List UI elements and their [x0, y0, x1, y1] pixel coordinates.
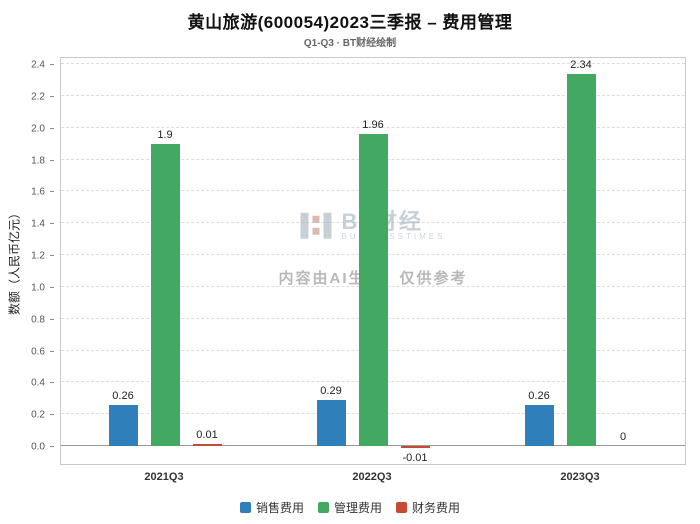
bt-logo-icon [300, 212, 332, 239]
y-tick-label: 1.6 [31, 186, 45, 198]
gridline [61, 126, 685, 128]
y-tick-mark [50, 350, 54, 352]
bar-value-label: 2.34 [570, 58, 592, 71]
y-tick-mark [50, 286, 54, 288]
y-tick-label: 0.4 [31, 377, 45, 389]
bar-value-label: -0.01 [402, 451, 428, 464]
y-tick-mark [50, 255, 54, 256]
legend-swatch [239, 502, 251, 513]
gridline [61, 94, 685, 96]
y-tick-label: 0.2 [31, 409, 45, 421]
y-tick-label: 1.8 [31, 155, 45, 166]
y-tick-mark [50, 223, 54, 225]
bar-value-label: 0.26 [528, 389, 550, 402]
x-category-label: 2021Q3 [144, 471, 184, 483]
bar-管理费用-2021Q3 [150, 143, 180, 446]
y-tick-mark [50, 318, 54, 320]
legend-label: 管理费用 [333, 501, 382, 515]
bar-value-label: 1.9 [157, 128, 173, 141]
y-tick-mark [50, 446, 54, 447]
y-tick-mark [50, 95, 54, 97]
bar-value-label: 0 [619, 431, 627, 443]
chart-title: 黄山旅游(600054)2023三季报 – 费用管理 [187, 13, 513, 32]
bar-销售费用-2021Q3 [108, 404, 138, 446]
y-tick-label: 1.0 [31, 282, 45, 294]
bar-管理费用-2022Q3 [358, 134, 388, 446]
x-category-label: 2022Q3 [352, 471, 392, 483]
legend-label: 销售费用 [255, 501, 304, 515]
y-tick-label: 1.4 [31, 218, 45, 230]
y-tick-label: 2.2 [31, 91, 45, 103]
y-tick-label: 2.0 [31, 123, 45, 135]
y-tick-label: 0.0 [31, 441, 45, 453]
bar-value-label: 0.29 [320, 384, 342, 397]
legend: 销售费用 管理费用 财务费用 [0, 499, 700, 516]
y-tick-label: 0.6 [31, 346, 45, 357]
watermark-brand-sub: BUSINESSTIMES [341, 231, 446, 241]
y-tick-mark [50, 64, 54, 65]
chart-subtitle: Q1-Q3 · BT财经绘制 [303, 38, 397, 49]
gridline [61, 63, 685, 64]
legend-label: 财务费用 [412, 501, 461, 515]
bar-销售费用-2023Q3 [524, 404, 554, 446]
bar-value-label: 0.26 [112, 389, 134, 402]
legend-swatch [396, 502, 407, 513]
bar-销售费用-2022Q3 [316, 399, 346, 446]
legend-item-销售费用: 销售费用 [239, 499, 304, 516]
bar-财务费用-2021Q3 [192, 444, 222, 446]
x-category-label: 2023Q3 [560, 471, 600, 483]
x-axis: 2021Q3 2022Q3 2023Q3 [60, 471, 686, 487]
y-tick-label: 1.2 [31, 250, 45, 262]
legend-swatch [317, 502, 329, 513]
bar-财务费用-2022Q3 [400, 446, 430, 448]
legend-item-管理费用: 管理费用 [317, 499, 382, 516]
plot-area: BT财经 BUSINESSTIMES 内容由AI生成，仅供参考 0.261.90… [60, 57, 686, 465]
y-tick-mark [50, 191, 54, 193]
legend-item-财务费用: 财务费用 [396, 499, 460, 516]
bar-管理费用-2023Q3 [566, 73, 596, 446]
y-tick-mark [50, 159, 54, 161]
y-tick-label: 0.8 [31, 314, 45, 326]
y-tick-label: 2.4 [31, 59, 45, 71]
y-tick-mark [50, 382, 54, 384]
bar-value-label: 0.01 [196, 429, 218, 442]
y-tick-mark [50, 127, 54, 129]
y-tick-mark [50, 414, 54, 416]
y-axis: 0.0 0.2 0.4 0.6 0.8 1.0 1.2 1.4 1.6 1.8 2.0 2.2 2.4 [0, 57, 56, 465]
bar-value-label: 1.96 [362, 119, 384, 132]
